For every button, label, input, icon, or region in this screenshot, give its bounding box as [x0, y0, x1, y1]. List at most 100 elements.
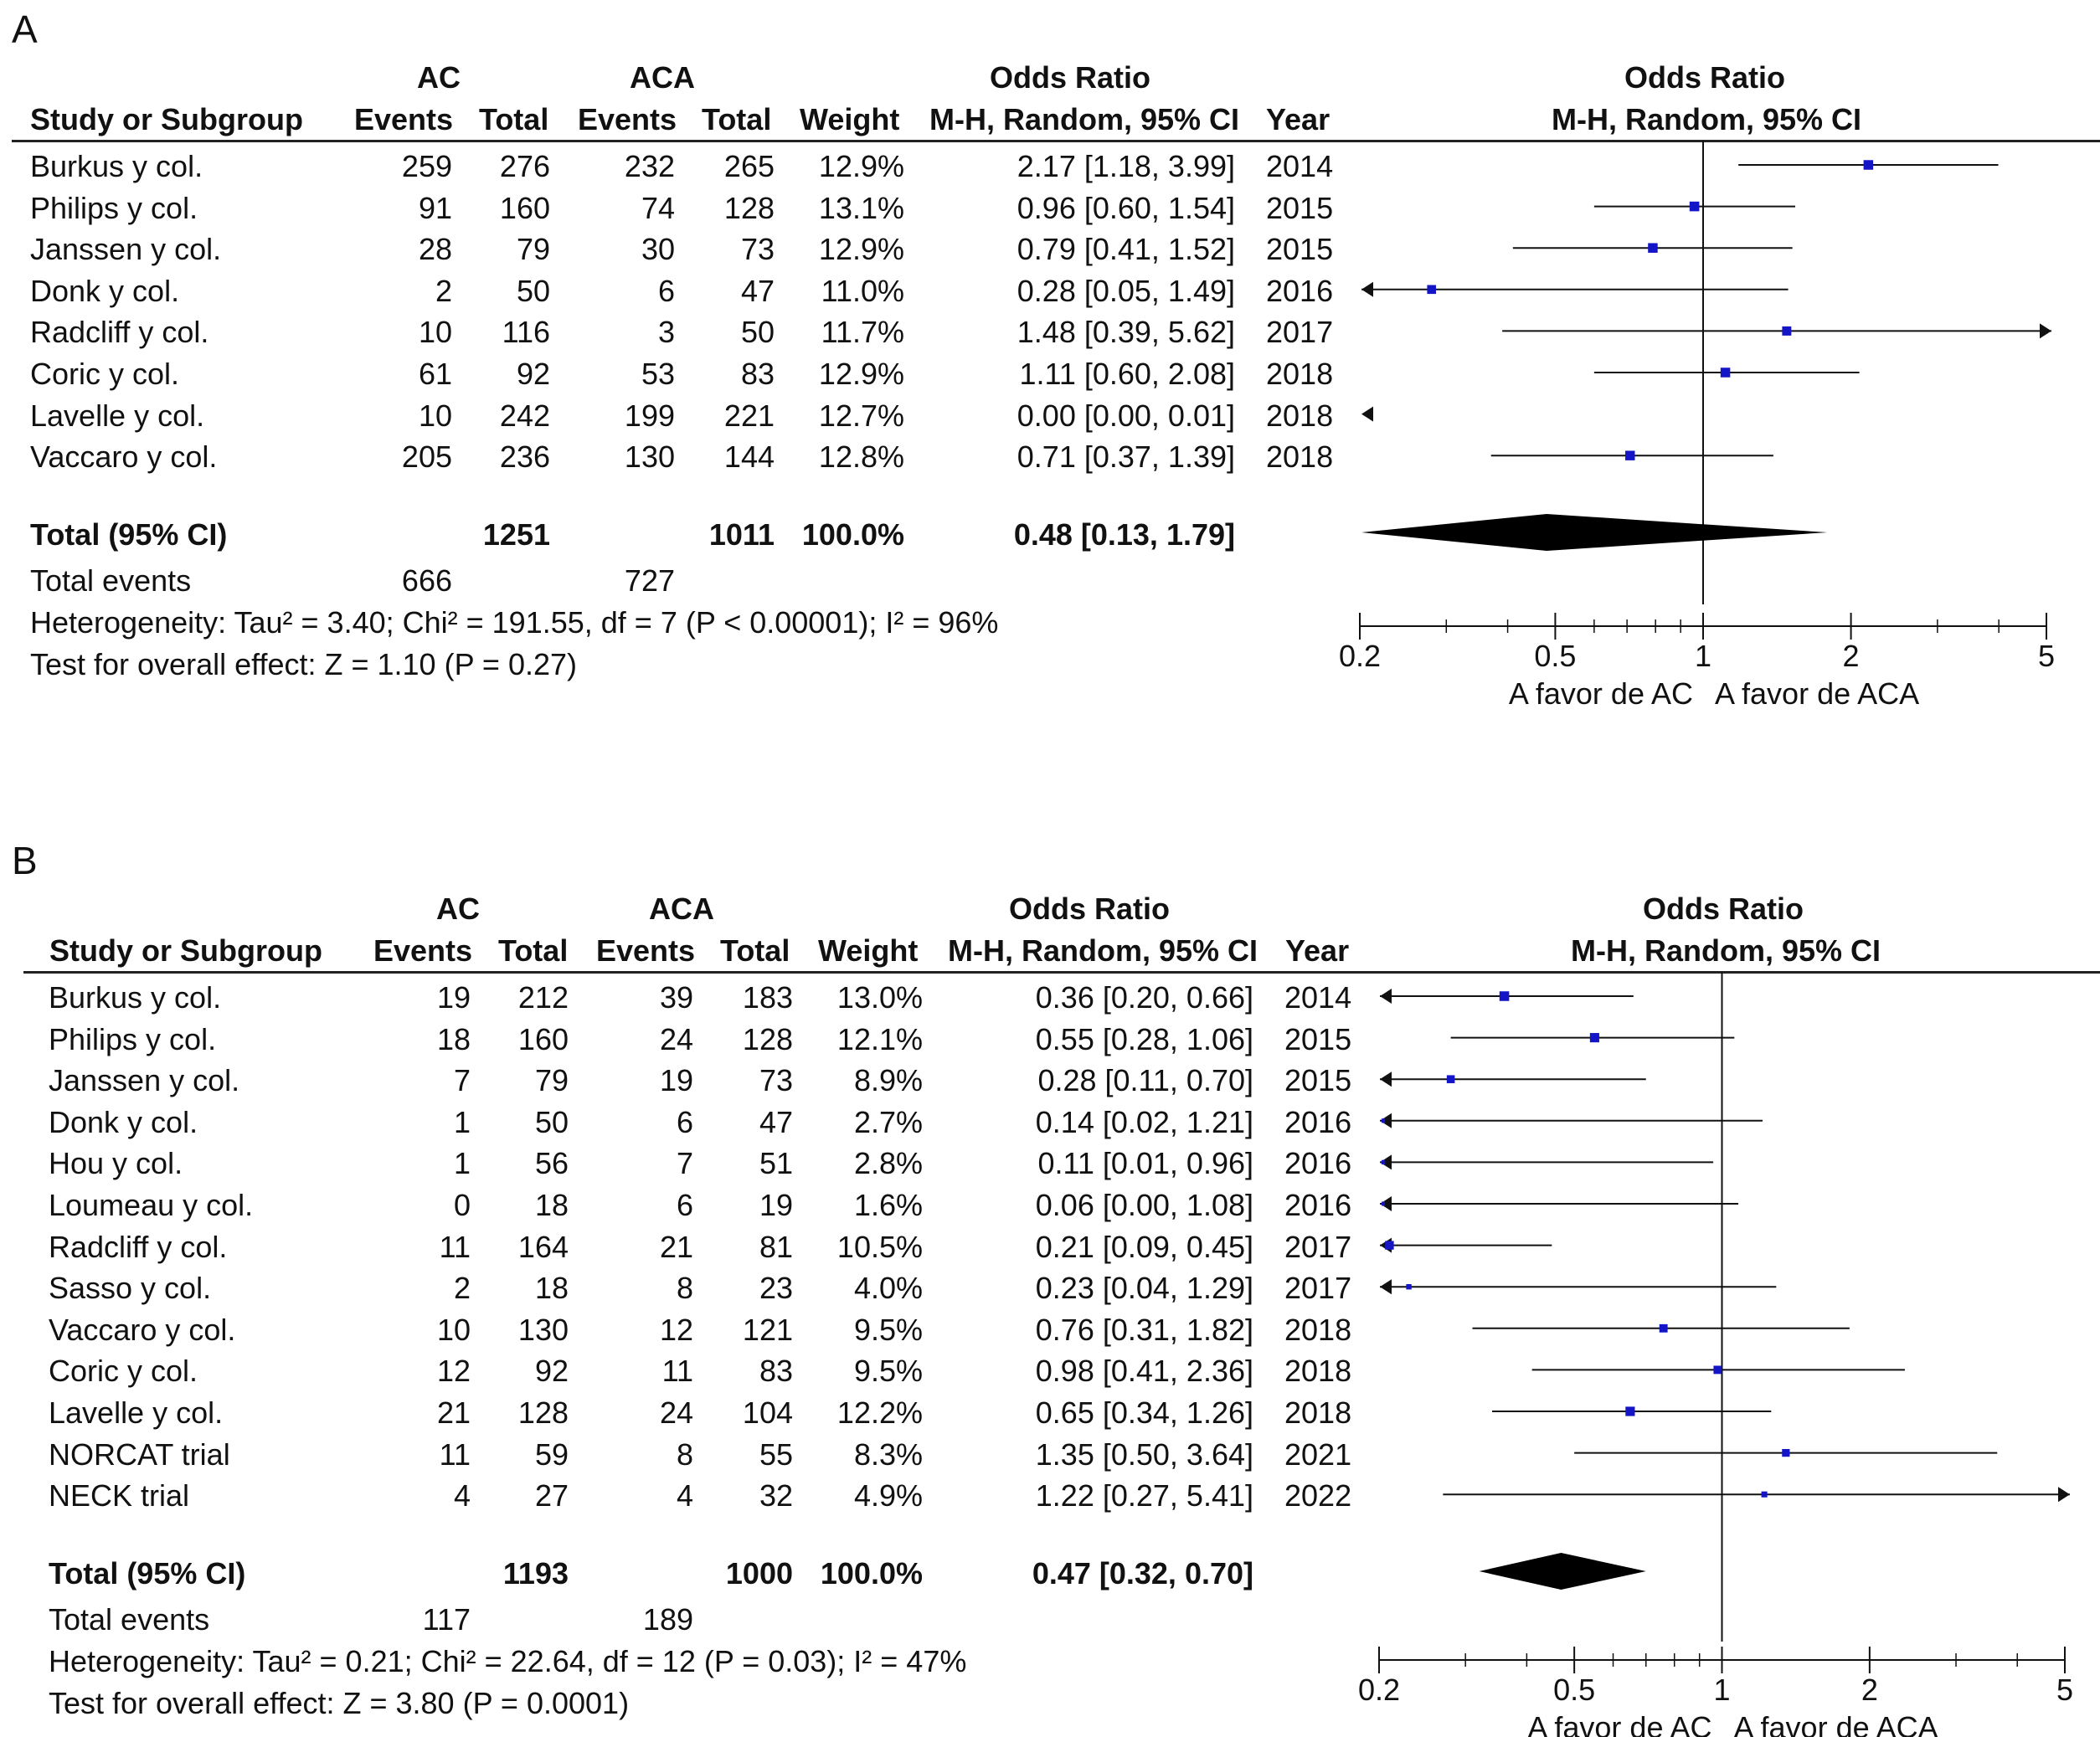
events-ac: 18 — [436, 1021, 471, 1056]
weight-value: 11.7% — [821, 315, 904, 350]
study-year: 2014 — [1284, 980, 1352, 1015]
total-aca: 83 — [740, 357, 775, 391]
weight-value: 8.9% — [853, 1063, 923, 1098]
weight-value: 12.2% — [836, 1395, 923, 1430]
total-n-aca: 1000 — [725, 1556, 793, 1591]
study-name: Sasso y col. — [49, 1271, 212, 1306]
plot-title: Odds Ratio — [1624, 60, 1786, 95]
total-ac: 160 — [517, 1021, 569, 1056]
or-table-header: Odds Ratio — [1009, 892, 1171, 926]
events-aca: 11 — [661, 1354, 693, 1389]
events-ac: 2 — [453, 1271, 471, 1306]
total-ac: 50 — [516, 273, 550, 308]
plot-subtitle: M-H, Random, 95% CI — [1552, 102, 1862, 136]
events-ac: 21 — [436, 1395, 471, 1430]
events-ac: 1 — [453, 1146, 471, 1181]
odds-ratio-ci: 0.28 [0.11, 0.70] — [1037, 1063, 1253, 1098]
weight-value: 4.9% — [853, 1478, 923, 1513]
weight-value: 10.5% — [836, 1229, 923, 1264]
weight-value: 12.9% — [818, 357, 904, 391]
total-aca: 55 — [759, 1436, 793, 1472]
ci-line — [1502, 323, 2051, 339]
events-ac: 10 — [436, 1312, 471, 1347]
events-ac: 1 — [453, 1104, 471, 1139]
events-ac: 2 — [435, 273, 452, 308]
odds-ratio-ci: 1.48 [0.39, 5.62] — [1017, 315, 1235, 350]
total-weight: 100.0% — [801, 517, 904, 552]
events2-header: Events — [596, 933, 696, 968]
header-rule — [12, 140, 2100, 142]
odds-ratio-ci: 0.00 [0.00, 0.01] — [1017, 398, 1235, 433]
total-ac: 92 — [516, 357, 550, 391]
header-rule — [23, 971, 2100, 974]
total-events-label: Total events — [30, 563, 192, 598]
weight-value: 12.8% — [818, 439, 904, 475]
ci-line — [1380, 1071, 1646, 1087]
ci-left-arrow — [1380, 1196, 1392, 1211]
events-ac: 19 — [436, 980, 471, 1015]
study-year: 2016 — [1284, 1104, 1352, 1139]
x-axis-tick-label: 0.2 — [1358, 1673, 1400, 1707]
total-ac: 56 — [534, 1146, 569, 1181]
ci-line — [1380, 1113, 1763, 1128]
odds-ratio-ci: 0.23 [0.04, 1.29] — [1035, 1271, 1253, 1306]
study-year: 2015 — [1284, 1063, 1352, 1098]
total-label: Total (95% CI) — [30, 517, 228, 552]
odds-ratio-ci: 0.79 [0.41, 1.52] — [1017, 232, 1235, 267]
x-axis-tick-label: 0.2 — [1339, 639, 1381, 673]
x-axis-tick-label: 1 — [1695, 639, 1711, 673]
total-aca: 128 — [723, 190, 775, 225]
plot-subtitle: M-H, Random, 95% CI — [1571, 933, 1881, 968]
study-name: Lavelle y col. — [49, 1395, 224, 1430]
weight-value: 13.1% — [818, 190, 904, 225]
total-aca: 73 — [759, 1063, 793, 1098]
ci-left-arrow — [1380, 1154, 1392, 1170]
method-header: M-H, Random, 95% CI — [948, 933, 1258, 968]
x-axis-tick-label: 1 — [1713, 1673, 1730, 1707]
total-ac: 276 — [499, 149, 550, 183]
study-name: Burkus y col. — [49, 980, 222, 1015]
total-ac: 130 — [517, 1312, 569, 1347]
study-name: Philips y col. — [49, 1021, 217, 1056]
total-aca: 183 — [742, 980, 793, 1015]
events-aca: 199 — [624, 398, 675, 433]
ci-right-arrow — [2040, 323, 2051, 339]
study-name: Hou y col. — [49, 1146, 183, 1181]
total-aca: 51 — [759, 1146, 793, 1181]
odds-ratio-ci: 0.06 [0.00, 1.08] — [1035, 1188, 1253, 1222]
events-aca: 30 — [641, 232, 675, 267]
study-year: 2016 — [1284, 1146, 1352, 1181]
study-header: Study or Subgroup — [49, 933, 322, 968]
ci-left-arrow — [1380, 1071, 1392, 1087]
x-axis-tick-label: 2 — [1861, 1673, 1878, 1707]
study-point-marker — [1406, 1284, 1412, 1290]
total2-header: Total — [702, 102, 772, 136]
total-n-ac: 1251 — [482, 517, 550, 552]
total-events-ac: 666 — [401, 563, 452, 598]
study-name: Coric y col. — [49, 1354, 198, 1389]
study-year: 2017 — [1284, 1271, 1352, 1306]
ci-line — [1380, 1279, 1777, 1295]
events1-header: Events — [354, 102, 454, 136]
weight-value: 9.5% — [853, 1354, 923, 1389]
events-ac: 10 — [418, 315, 452, 350]
favours-left-label: A favor de AC — [1509, 676, 1693, 711]
total1-header: Total — [498, 933, 569, 968]
total-ac: 59 — [534, 1436, 569, 1472]
odds-ratio-ci: 0.96 [0.60, 1.54] — [1017, 190, 1235, 225]
odds-ratio-ci: 0.98 [0.41, 2.36] — [1035, 1354, 1253, 1389]
study-year: 2016 — [1284, 1188, 1352, 1222]
study-point-marker — [1625, 450, 1635, 460]
study-point-marker — [1863, 160, 1874, 170]
total-ac: 128 — [517, 1395, 569, 1430]
ci-line — [1380, 1196, 1739, 1211]
total-aca: 47 — [740, 273, 775, 308]
study-point-marker — [1720, 367, 1731, 378]
weight-value: 4.0% — [853, 1271, 923, 1306]
events-aca: 39 — [659, 980, 693, 1015]
ci-line — [1380, 1154, 1714, 1170]
study-point-marker — [1761, 1491, 1768, 1498]
odds-ratio-ci: 1.35 [0.50, 3.64] — [1035, 1436, 1253, 1472]
heterogeneity-note: Heterogeneity: Tau² = 0.21; Chi² = 22.64… — [49, 1644, 967, 1678]
ci-left-arrow — [1380, 1113, 1392, 1128]
